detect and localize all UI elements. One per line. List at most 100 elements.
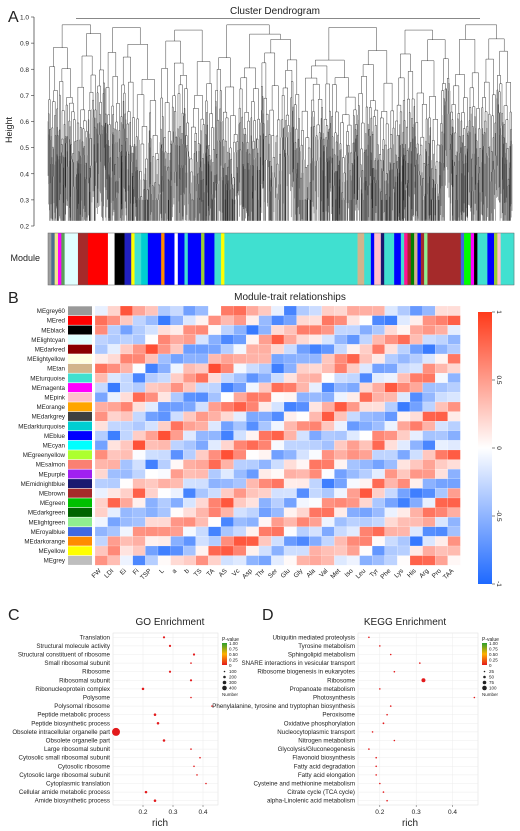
module-row-label: MEgreen (40, 500, 66, 507)
heatmap-cell (183, 517, 196, 527)
heatmap-cell (94, 325, 108, 335)
heatmap-cell (94, 392, 108, 403)
heatmap-cell (271, 488, 285, 499)
heatmap-cell (296, 305, 310, 316)
heatmap-cell (94, 449, 108, 460)
heatmap-cell (195, 401, 209, 412)
heatmap-cell (321, 478, 335, 489)
heatmap-cell (132, 545, 146, 556)
heatmap-cell (258, 353, 272, 364)
module-color-segment (410, 233, 415, 285)
module-row-swatch (68, 411, 92, 421)
heatmap-cell (321, 488, 335, 499)
heatmap-cell (422, 545, 436, 556)
heatmap-cell (233, 334, 247, 345)
heatmap-cell (271, 373, 285, 383)
heatmap-cell (145, 488, 159, 499)
trait-column-label: Glu (280, 567, 292, 579)
module-color-segment (87, 233, 109, 285)
heatmap-cell (94, 430, 108, 441)
heatmap-cell (397, 421, 411, 431)
module-color-segment (380, 233, 385, 285)
heatmap-cell (195, 459, 209, 470)
trait-column-label: Ei (119, 568, 128, 577)
panelD-pvalue-legend-tick: 0.25 (489, 658, 498, 663)
panelC-pvalue-legend-tick: 0 (229, 663, 232, 668)
panelD-data-point (379, 782, 381, 785)
heatmap-cell (447, 440, 461, 451)
heatmap-cell (397, 507, 411, 518)
heatmap-cell (208, 517, 222, 527)
heatmap-cell (208, 507, 222, 518)
panelD-pvalue-legend-tick: 0.75 (489, 647, 498, 652)
heatmap-cell (296, 440, 310, 451)
module-color-segment (394, 233, 402, 285)
heatmap-cell (208, 344, 222, 355)
heatmap-cell (372, 421, 385, 431)
heatmap-cell (309, 392, 322, 403)
heatmap-title: Module-trait relationships (234, 292, 346, 303)
heatmap-cell (321, 373, 335, 383)
heatmap-cell (283, 536, 297, 547)
heatmap-cell (321, 305, 335, 316)
heatmap-cell (233, 421, 247, 431)
panelD-category-label: Fatty acid elongation (298, 772, 356, 779)
module-row-label: MEgreenyellow (23, 452, 66, 459)
colorbar-gradient (478, 312, 492, 584)
heatmap-cell (447, 459, 461, 470)
heatmap-cell (334, 555, 348, 566)
heatmap-cell (359, 353, 373, 364)
heatmap-cell (397, 545, 411, 556)
heatmap-cell (296, 315, 310, 326)
heatmap-cell (435, 305, 448, 316)
heatmap-cell (258, 334, 272, 345)
heatmap-cell (220, 305, 234, 316)
heatmap-cell (233, 526, 247, 537)
heatmap-cell (409, 401, 423, 412)
heatmap-cell (372, 430, 385, 441)
heatmap-cell (107, 401, 121, 412)
heatmap-cell (271, 497, 285, 508)
heatmap-cell (296, 526, 310, 537)
heatmap-cell (183, 363, 196, 374)
heatmap-cell (258, 536, 272, 547)
heatmap-cell (183, 555, 196, 566)
dendrogram-tick-label: 0.4 (20, 171, 29, 178)
heatmap-cell (321, 555, 335, 566)
heatmap-cell (422, 488, 436, 499)
heatmap-cell (283, 449, 297, 460)
heatmap-cell (183, 459, 196, 470)
heatmap-cell (447, 401, 461, 412)
heatmap-cell (258, 526, 272, 537)
heatmap-cell (195, 478, 209, 489)
heatmap-cell (309, 488, 322, 499)
heatmap-cell (409, 545, 423, 556)
heatmap-cell (359, 536, 373, 547)
heatmap-cell (372, 382, 385, 393)
trait-column-label: FW (91, 567, 104, 580)
heatmap-cell (296, 469, 310, 479)
heatmap-cell (271, 305, 285, 316)
heatmap-cell (195, 382, 209, 393)
heatmap-cell (372, 517, 385, 527)
heatmap-cell (309, 382, 322, 393)
heatmap-cell (397, 325, 411, 335)
heatmap-cell (334, 545, 348, 556)
heatmap-cell (334, 401, 348, 412)
module-color-segment (147, 233, 162, 285)
heatmap-cell (233, 449, 247, 460)
heatmap-cell (208, 382, 222, 393)
heatmap-cell (170, 305, 184, 316)
heatmap-cell (346, 353, 360, 364)
module-row-label: MEdarkturquoise (18, 423, 65, 430)
heatmap-cell (258, 382, 272, 393)
heatmap-cell (397, 430, 411, 441)
heatmap-cell (94, 469, 108, 479)
heatmap-cell (157, 555, 171, 566)
heatmap-cell (170, 382, 184, 393)
heatmap-cell (271, 449, 285, 460)
heatmap-cell (233, 507, 247, 518)
heatmap-cell (120, 536, 133, 547)
heatmap-cell (107, 334, 121, 345)
heatmap-cell (233, 440, 247, 451)
